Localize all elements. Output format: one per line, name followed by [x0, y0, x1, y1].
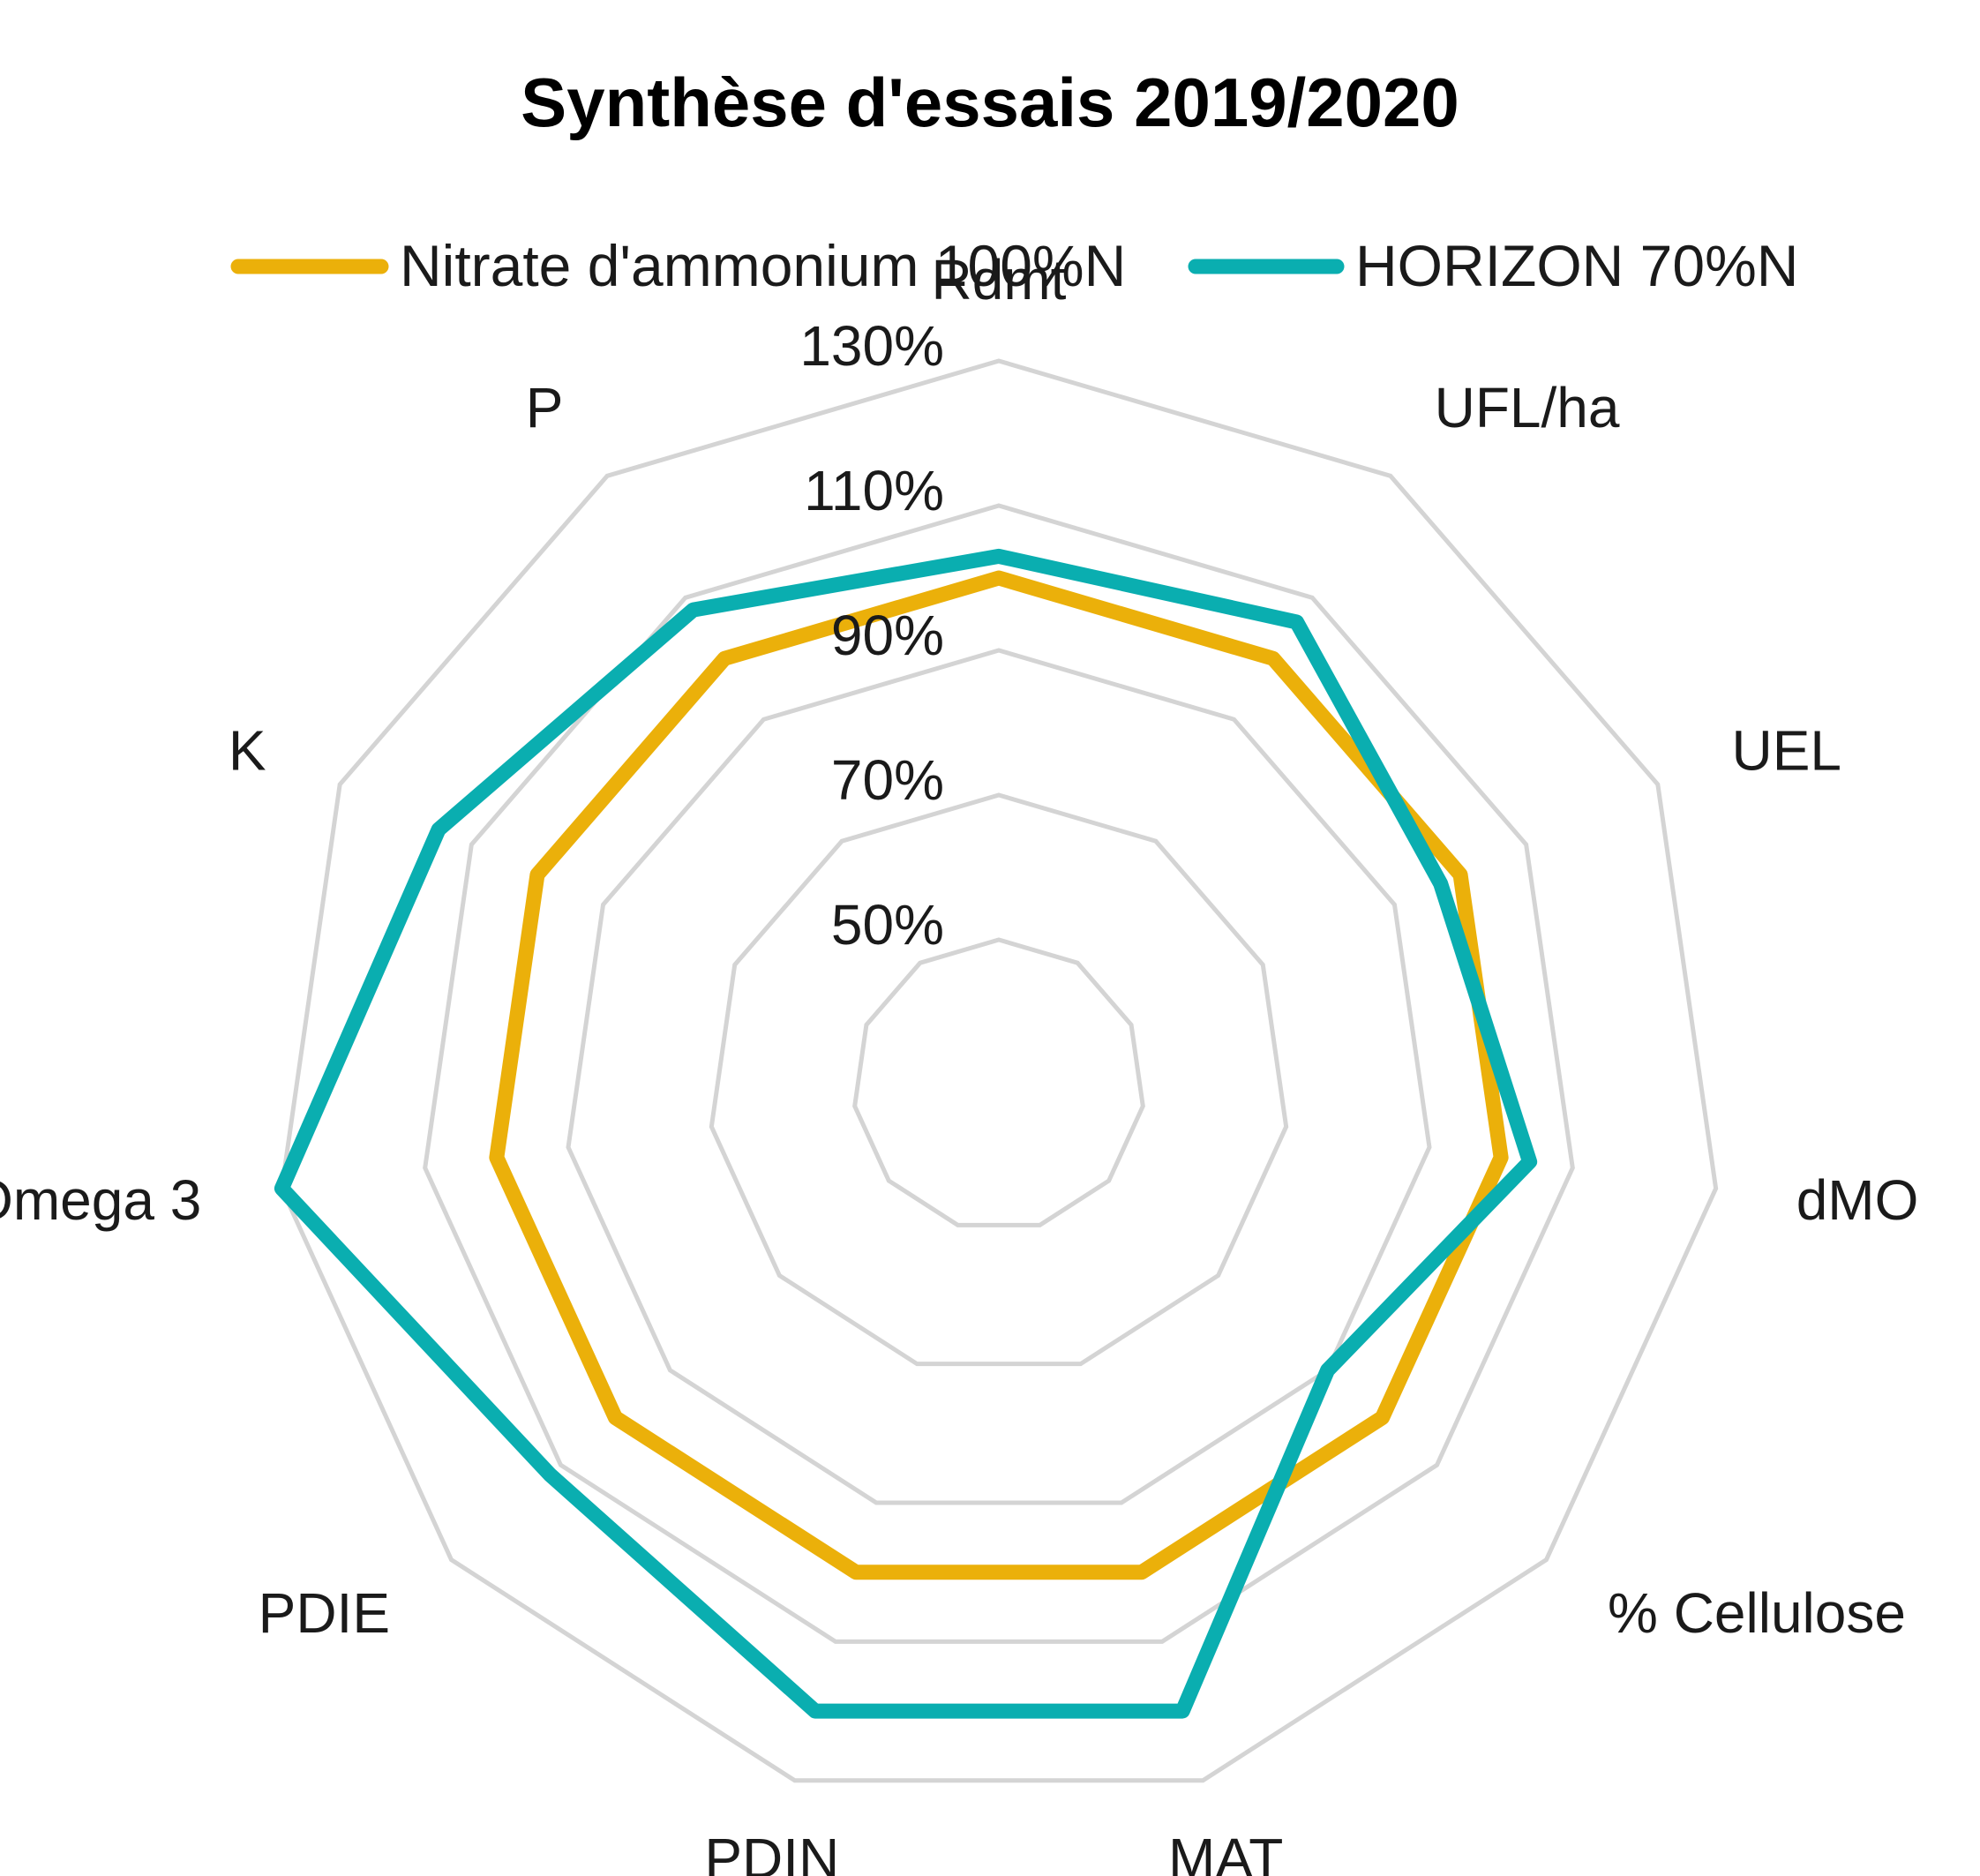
tick-label: 110%: [804, 459, 944, 522]
category-label: Omega 3: [0, 1168, 201, 1232]
category-label: % Cellulose: [1608, 1581, 1906, 1645]
grid-ring-50: [852, 937, 1145, 1227]
grid-ring-130: [279, 358, 1719, 1783]
category-label: UFL/ha: [1435, 376, 1620, 439]
tick-label: 50%: [831, 893, 944, 957]
category-label: UEL: [1732, 719, 1842, 783]
radar-series: [274, 548, 1538, 1719]
tick-label: 130%: [799, 314, 944, 378]
legend-label-series-2: HORIZON 70%N: [1355, 233, 1798, 298]
tick-labels: 50% 70% 90% 110% 130%: [799, 314, 944, 957]
legend: Nitrate d'ammonium 100%N HORIZON 70%N: [230, 233, 1798, 298]
category-label: K: [229, 719, 266, 783]
tick-label: 90%: [831, 604, 944, 667]
radar-grid: [279, 358, 1719, 1783]
legend-label-series-1: Nitrate d'ammonium 100%N: [400, 233, 1126, 298]
category-label: MAT: [1168, 1827, 1283, 1876]
series-line-1: [489, 570, 1509, 1580]
grid-ring-90: [566, 648, 1432, 1505]
category-label: dMO: [1796, 1168, 1919, 1232]
category-labels: Rdmt UFL/ha UEL dMO % Cellulose MAT PDIN PDIE Om…: [0, 248, 1918, 1876]
chart-title: Synthèse d'essais 2019/2020: [521, 64, 1459, 141]
grid-ring-70: [709, 792, 1289, 1367]
category-label: Rdmt: [932, 248, 1067, 311]
grid-ring-110: [423, 503, 1575, 1644]
category-label: PDIN: [704, 1827, 839, 1876]
category-label: P: [526, 376, 564, 439]
category-label: PDIE: [259, 1581, 390, 1645]
series-line-2: [274, 548, 1538, 1719]
tick-label: 70%: [831, 748, 944, 812]
